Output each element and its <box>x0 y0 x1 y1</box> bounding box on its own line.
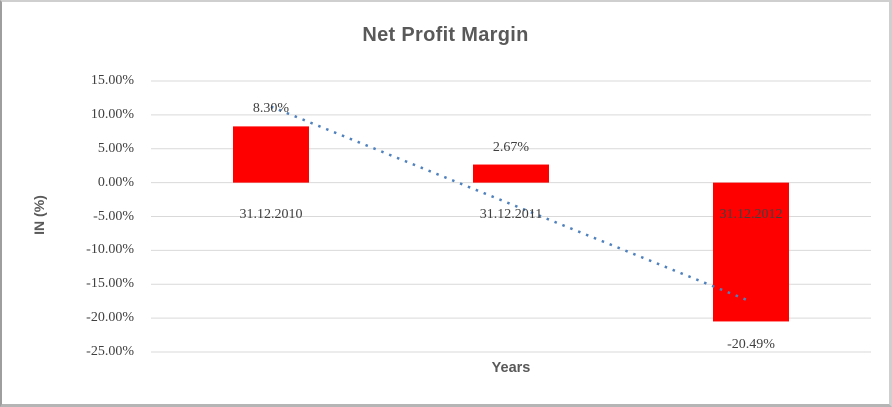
y-axis-tick-label: -10.00% <box>86 242 134 258</box>
y-axis-tick-label: 0.00% <box>97 174 134 190</box>
y-axis-tick-label: 10.00% <box>90 106 134 122</box>
y-axis-tick-label: -15.00% <box>86 276 134 292</box>
trendline <box>270 105 752 303</box>
data-label: -20.49% <box>727 337 775 353</box>
bar-31.12.2010 <box>233 126 309 183</box>
y-axis-tick-label: -5.00% <box>93 208 134 224</box>
bar-31.12.2011 <box>473 164 549 183</box>
category-label: 31.12.2010 <box>239 207 303 222</box>
y-axis-tick-label: 15.00% <box>90 73 134 88</box>
category-label: 31.12.2012 <box>719 207 783 222</box>
y-axis-tick-label: 5.00% <box>97 140 134 156</box>
data-label: 2.67% <box>492 139 530 155</box>
y-axis-tick-label: -25.00% <box>86 344 134 359</box>
y-axis-tick-label: -20.00% <box>86 310 134 326</box>
chart-title: Net Profit Margin <box>362 24 529 46</box>
bar-31.12.2012 <box>713 182 789 322</box>
x-axis-title: Years <box>491 360 531 376</box>
data-label: 8.30% <box>252 101 290 117</box>
category-label: 31.12.2011 <box>479 207 543 222</box>
